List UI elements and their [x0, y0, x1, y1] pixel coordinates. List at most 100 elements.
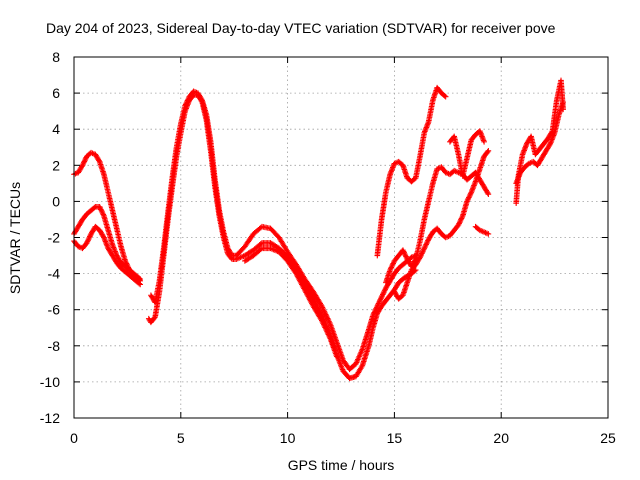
data-point: [81, 158, 88, 165]
data-point: [417, 254, 423, 261]
data-point: [137, 281, 144, 288]
data-point: [85, 237, 91, 244]
data-point: [82, 156, 89, 162]
data-point: [333, 353, 340, 360]
data-point: [389, 263, 395, 269]
data-point: [371, 309, 378, 316]
data-point: [84, 238, 91, 245]
data-point: [467, 192, 473, 198]
data-point: [257, 241, 264, 247]
data-point: [456, 219, 463, 226]
data-point: [86, 234, 93, 241]
x-tick-label: 20: [493, 430, 509, 446]
data-point: [98, 206, 104, 213]
data-point: [372, 307, 379, 313]
y-tick-label: -8: [48, 338, 61, 354]
x-tick-label: 15: [387, 430, 403, 446]
data-point: [485, 148, 492, 154]
data-point: [182, 102, 188, 109]
data-point: [481, 139, 487, 145]
y-tick-label: 2: [52, 157, 60, 173]
data-point: [402, 252, 409, 259]
data-point: [257, 246, 264, 253]
data-point: [380, 291, 386, 298]
data-point: [400, 248, 407, 255]
data-point: [373, 305, 379, 312]
chart-title: Day 204 of 2023, Sidereal Day-to-day VTE…: [46, 20, 556, 36]
y-tick-label: 6: [52, 85, 60, 101]
data-point: [390, 260, 396, 267]
data-point: [184, 97, 191, 104]
y-tick-label: -10: [40, 374, 60, 390]
data-point: [485, 191, 492, 197]
x-tick-label: 25: [600, 430, 616, 446]
data-point: [100, 211, 107, 218]
data-point: [560, 99, 566, 105]
data-point: [420, 248, 426, 254]
data-point: [418, 251, 425, 258]
data-point: [401, 249, 407, 256]
data-point: [419, 250, 425, 257]
data-point: [388, 264, 395, 271]
y-tick-label: -12: [40, 410, 60, 426]
data-point: [370, 312, 376, 318]
data-point: [466, 193, 473, 200]
y-tick-label: 4: [52, 121, 60, 137]
data-point: [375, 302, 381, 308]
data-point: [421, 245, 428, 252]
data-point: [420, 246, 427, 253]
axis-ticks: [73, 56, 609, 419]
data-point: [379, 292, 385, 299]
data-point: [97, 205, 104, 211]
data-point: [84, 240, 90, 246]
data-point: [458, 215, 465, 222]
data-point: [377, 296, 384, 303]
y-tick-labels: -12 -10 -8 -6 -4 -2 0 2 4 6 8: [40, 49, 60, 426]
data-point: [459, 214, 465, 220]
series-track-2: [71, 204, 144, 282]
series-track-7: [374, 84, 449, 259]
data-point: [79, 162, 86, 169]
data-point: [96, 157, 102, 164]
x-tick-label: 0: [70, 430, 78, 446]
data-point: [373, 304, 380, 311]
series-track-13: [513, 99, 566, 187]
x-tick-label: 10: [280, 430, 296, 446]
series-track-6: [242, 245, 340, 360]
data-point: [485, 231, 492, 237]
data-point: [403, 253, 409, 260]
y-axis-label: SDTVAR / TECUs: [7, 182, 23, 294]
data-point: [381, 289, 387, 295]
data-point: [400, 247, 406, 253]
data-point: [370, 311, 377, 317]
data-point: [82, 157, 88, 163]
data-point: [198, 96, 205, 102]
data-point: [375, 300, 382, 307]
data-point: [458, 216, 464, 223]
data-point: [85, 236, 92, 242]
data-point: [441, 93, 448, 99]
data-point: [464, 197, 471, 203]
data-point: [466, 194, 472, 201]
data-point: [457, 218, 464, 224]
data-point: [151, 315, 158, 321]
x-tick-labels: 0 5 10 15 20 25: [70, 430, 616, 446]
data-point: [464, 198, 470, 205]
data-point: [372, 308, 378, 315]
data-point: [87, 233, 93, 240]
series-track-5: [148, 88, 419, 373]
data-point: [91, 204, 98, 211]
data-point: [424, 239, 431, 245]
data-point: [185, 96, 191, 103]
data-point: [546, 142, 553, 148]
data-point: [98, 207, 105, 214]
data-point: [484, 149, 491, 155]
data-point: [387, 267, 393, 273]
data-point: [100, 233, 106, 240]
series-track-12: [513, 77, 566, 207]
data-point: [376, 298, 383, 304]
data-point: [419, 249, 426, 255]
x-axis-label: GPS time / hours: [288, 457, 395, 473]
series-track-11: [472, 223, 492, 237]
